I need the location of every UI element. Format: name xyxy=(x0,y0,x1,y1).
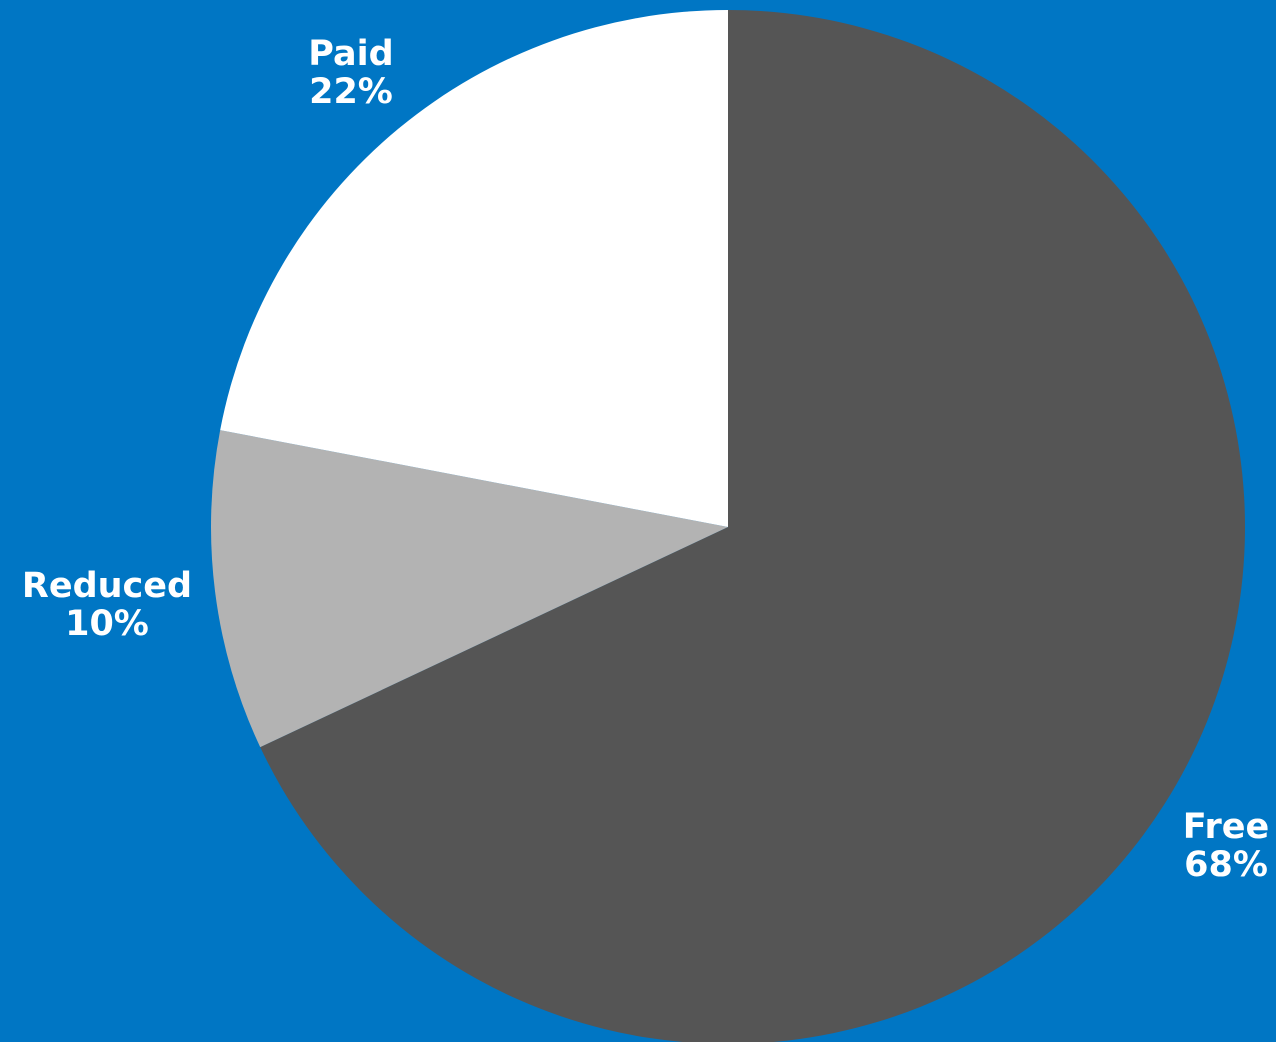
slice-name-paid: Paid xyxy=(308,34,394,74)
slice-value-reduced: 10% xyxy=(65,604,149,644)
pie-slice-free xyxy=(260,10,1245,1042)
slice-label-paid: Paid 22% xyxy=(308,35,393,111)
slice-value-free: 68% xyxy=(1184,845,1268,885)
slice-name-free: Free xyxy=(1182,807,1270,847)
slice-name-reduced: Reduced xyxy=(21,566,193,606)
slice-label-free: Free 68% xyxy=(1183,808,1269,884)
slice-label-reduced: Reduced 10% xyxy=(22,567,192,643)
slice-value-paid: 22% xyxy=(309,72,393,112)
pie-slice-paid xyxy=(220,10,729,527)
pie-slice-reduced xyxy=(211,430,728,748)
